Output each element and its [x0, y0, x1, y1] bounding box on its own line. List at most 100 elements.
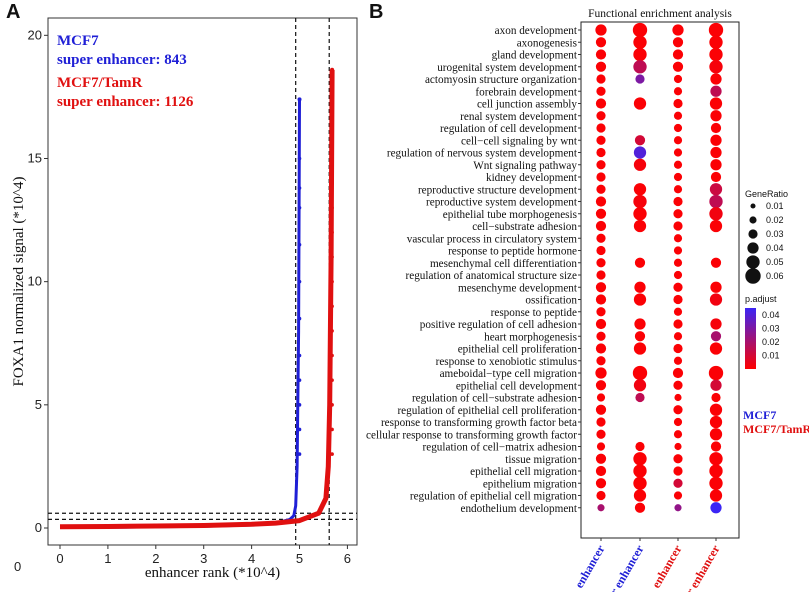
column-label: enhancer [572, 542, 608, 591]
enrichment-dot [634, 257, 646, 268]
enrichment-dot [709, 35, 723, 49]
enrichment-dot [709, 428, 723, 441]
enrichment-dot [673, 160, 683, 169]
term-label: regulation of epithelial cell proliferat… [397, 405, 577, 417]
x-tick-label: 0 [56, 551, 63, 566]
enrichment-dot [710, 379, 722, 391]
enrichment-dot [673, 270, 683, 280]
enrichment-dot [595, 367, 607, 379]
term-label: kidney development [486, 172, 578, 184]
enrichment-dot [672, 367, 684, 379]
enrichment-dot [708, 365, 724, 381]
enrichment-dot [633, 476, 647, 490]
term-label: regulation of epithelial cell migration [410, 491, 578, 503]
super-enhancer-point [330, 304, 334, 309]
enrichment-dot [709, 60, 723, 74]
enrichment-dot [596, 393, 606, 402]
group-legend-label: MCF7 [743, 408, 776, 422]
term-label: reproductive structure development [418, 184, 578, 196]
enrichment-dot [596, 160, 606, 170]
enrichment-dot [595, 49, 607, 60]
enrichment-dot [673, 185, 683, 194]
super-enhancer-point [297, 403, 302, 407]
enhancer-rank-chart: 0 1 2 3 4 5 6 0 5 10 15 20 0 enhancer rank (*10^4) FOX… [11, 17, 358, 581]
size-legend-title: GeneRatio [745, 189, 788, 199]
term-label: regulation of nervous system development [387, 148, 578, 160]
super-enhancer-point [297, 452, 302, 456]
color-legend-label: 0.04 [762, 310, 780, 320]
enrichment-dot [710, 171, 722, 183]
enrichment-dot [709, 476, 723, 490]
term-label: mesenchyme development [458, 282, 578, 294]
extra-zero-label: 0 [14, 559, 21, 574]
enrichment-dot [673, 380, 683, 390]
enrichment-dot [710, 122, 722, 134]
enrichment-dot [673, 319, 683, 329]
term-label: regulation of anatomical structure size [406, 270, 578, 282]
term-label: positive regulation of cell adhesion [420, 319, 578, 331]
size-legend-label: 0.04 [766, 243, 784, 253]
enrichment-dot [595, 282, 607, 293]
x-tick-label: 2 [152, 551, 159, 566]
enrichment-dot [710, 110, 722, 122]
enrichment-dot [596, 356, 606, 366]
enrichment-dot [634, 135, 646, 146]
super-enhancer-point [330, 279, 334, 284]
super-enhancer-point [330, 427, 334, 432]
x-tick-label: 1 [104, 551, 111, 566]
color-legend-bar [745, 308, 756, 369]
enrichment-dot [596, 245, 606, 256]
size-legend-label: 0.02 [766, 215, 784, 225]
enrichment-dot [673, 123, 683, 133]
enrichment-dot [709, 293, 723, 306]
annotation-3: super enhancer: 1126 [57, 94, 194, 110]
enrichment-dot [673, 148, 683, 157]
enrichment-dot [595, 343, 607, 354]
term-label: Wnt signaling pathway [473, 160, 577, 172]
term-label: response to peptide [491, 307, 577, 319]
enrichment-dot [710, 159, 722, 171]
size-legend-dot [750, 203, 756, 209]
enrichment-dot [632, 365, 648, 381]
enrichment-dot [709, 194, 723, 209]
super-enhancer-point [330, 156, 334, 161]
enrichment-dot [711, 392, 721, 403]
enrichment-dot [596, 86, 606, 96]
enrichment-dot [710, 318, 722, 330]
super-enhancer-point [330, 205, 334, 210]
super-enhancer-point [297, 316, 302, 321]
enrichment-dot [673, 343, 683, 354]
size-legend-label: 0.03 [766, 229, 784, 239]
enrichment-dot [595, 24, 607, 36]
enrichment-dot [710, 73, 722, 85]
size-legend-dot [748, 229, 758, 239]
enrichment-dot [596, 331, 606, 341]
super-enhancer-point [297, 353, 302, 358]
enrichment-dot [673, 430, 683, 439]
enrichment-dot [595, 318, 607, 330]
x-tick-label: 3 [200, 551, 207, 566]
enrichment-dot [673, 172, 683, 182]
enrichment-dot [673, 356, 683, 365]
enrichment-dot [595, 196, 607, 207]
enrichment-dot [674, 393, 682, 402]
y-axis-title: FOXA1 normalized signal (*10^4) [11, 177, 27, 387]
enrichment-dot [633, 194, 647, 209]
enrichment-dot [595, 404, 607, 415]
term-label: heart morphogenesis [484, 331, 577, 343]
term-label: reproductive system development [426, 197, 578, 209]
annotation-0: MCF7 [57, 33, 99, 49]
y-tick-label: 0 [35, 520, 42, 535]
enrichment-dot [709, 415, 723, 429]
enrichment-dot [595, 208, 607, 219]
x-axis-title: enhancer rank (*10^4) [145, 565, 280, 581]
enrichment-dot [673, 209, 683, 219]
enrichment-dot [633, 379, 647, 392]
enrichment-dot [710, 85, 722, 97]
enrichment-dot [596, 123, 606, 133]
enrichment-dot [710, 331, 722, 342]
term-label: cell−substrate adhesion [472, 221, 577, 233]
column-label: enhancer [649, 542, 685, 591]
enrichment-dot [673, 111, 683, 120]
